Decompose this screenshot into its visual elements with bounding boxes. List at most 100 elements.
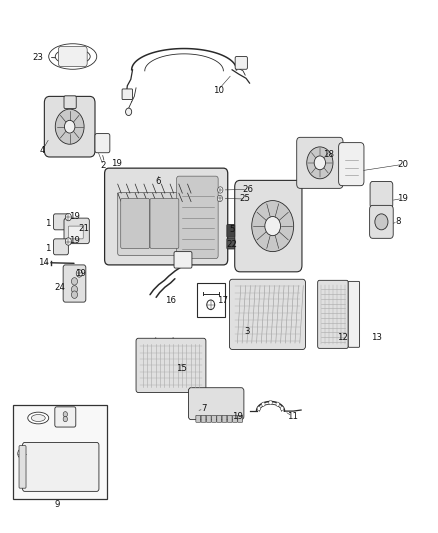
FancyBboxPatch shape — [318, 280, 348, 349]
FancyBboxPatch shape — [136, 338, 206, 392]
FancyBboxPatch shape — [235, 56, 247, 69]
Text: 1: 1 — [45, 245, 51, 254]
FancyBboxPatch shape — [217, 415, 222, 422]
Text: 3: 3 — [245, 327, 250, 336]
Text: 20: 20 — [397, 160, 408, 169]
FancyBboxPatch shape — [348, 281, 360, 348]
Circle shape — [257, 406, 261, 410]
Text: 7: 7 — [201, 405, 206, 414]
FancyBboxPatch shape — [212, 415, 216, 422]
Circle shape — [265, 216, 281, 236]
FancyBboxPatch shape — [22, 442, 99, 491]
FancyBboxPatch shape — [222, 415, 227, 422]
Ellipse shape — [55, 49, 90, 64]
FancyBboxPatch shape — [63, 265, 86, 302]
FancyBboxPatch shape — [150, 198, 179, 248]
Ellipse shape — [28, 412, 49, 424]
Text: 19: 19 — [69, 237, 79, 246]
Circle shape — [261, 402, 265, 406]
Circle shape — [76, 270, 82, 277]
FancyBboxPatch shape — [297, 138, 343, 188]
FancyBboxPatch shape — [339, 143, 364, 185]
FancyBboxPatch shape — [206, 415, 211, 422]
FancyBboxPatch shape — [121, 198, 150, 248]
Text: 11: 11 — [287, 412, 298, 421]
FancyBboxPatch shape — [227, 224, 235, 237]
Text: 4: 4 — [39, 146, 45, 155]
FancyBboxPatch shape — [44, 96, 95, 157]
Text: 17: 17 — [217, 296, 228, 305]
Text: 19: 19 — [232, 412, 243, 421]
FancyBboxPatch shape — [53, 239, 68, 255]
Ellipse shape — [49, 44, 97, 69]
Text: 2: 2 — [101, 161, 106, 170]
FancyBboxPatch shape — [174, 252, 192, 268]
Text: 22: 22 — [226, 240, 237, 249]
FancyBboxPatch shape — [53, 214, 68, 230]
Bar — [13, 405, 107, 499]
Circle shape — [63, 416, 67, 422]
Text: 6: 6 — [155, 177, 161, 186]
Circle shape — [217, 195, 223, 201]
Text: 9: 9 — [55, 500, 60, 509]
Text: 15: 15 — [177, 364, 187, 373]
FancyBboxPatch shape — [64, 96, 76, 109]
FancyBboxPatch shape — [235, 180, 302, 272]
FancyBboxPatch shape — [230, 279, 305, 350]
Circle shape — [63, 411, 67, 417]
Circle shape — [280, 406, 284, 410]
Circle shape — [71, 291, 78, 298]
Circle shape — [375, 214, 388, 230]
Ellipse shape — [31, 415, 45, 422]
Text: 19: 19 — [397, 194, 408, 203]
FancyBboxPatch shape — [227, 415, 232, 422]
FancyBboxPatch shape — [196, 415, 201, 422]
Circle shape — [218, 187, 223, 193]
FancyBboxPatch shape — [58, 46, 87, 67]
Text: 26: 26 — [242, 185, 253, 194]
Text: 23: 23 — [32, 53, 43, 62]
FancyBboxPatch shape — [227, 238, 235, 249]
FancyBboxPatch shape — [370, 181, 393, 208]
Text: 18: 18 — [323, 150, 334, 159]
Text: 19: 19 — [75, 269, 86, 278]
Circle shape — [18, 449, 25, 458]
FancyBboxPatch shape — [188, 387, 244, 419]
Text: 10: 10 — [212, 85, 224, 94]
Text: 13: 13 — [371, 333, 381, 342]
FancyBboxPatch shape — [122, 89, 133, 100]
Circle shape — [71, 286, 78, 293]
Circle shape — [276, 402, 279, 406]
FancyBboxPatch shape — [118, 192, 184, 255]
FancyBboxPatch shape — [64, 218, 89, 244]
Circle shape — [207, 300, 215, 310]
FancyBboxPatch shape — [201, 415, 206, 422]
Circle shape — [71, 278, 78, 285]
FancyBboxPatch shape — [238, 415, 243, 422]
Text: 19: 19 — [69, 212, 79, 221]
FancyBboxPatch shape — [68, 226, 83, 239]
Circle shape — [269, 400, 272, 405]
FancyBboxPatch shape — [105, 168, 228, 265]
Text: 5: 5 — [230, 225, 235, 234]
Text: 24: 24 — [54, 282, 65, 292]
Circle shape — [252, 200, 293, 252]
Circle shape — [65, 238, 71, 245]
Circle shape — [55, 109, 84, 144]
Text: 21: 21 — [78, 224, 89, 233]
FancyBboxPatch shape — [177, 176, 218, 259]
Text: 12: 12 — [337, 333, 348, 342]
Text: 14: 14 — [38, 259, 49, 267]
Text: 8: 8 — [395, 217, 401, 227]
Text: 19: 19 — [111, 159, 122, 168]
FancyBboxPatch shape — [95, 134, 110, 153]
Text: 25: 25 — [240, 195, 251, 204]
Circle shape — [314, 156, 325, 169]
Text: 16: 16 — [166, 296, 177, 305]
Circle shape — [126, 108, 132, 116]
FancyBboxPatch shape — [233, 415, 237, 422]
Circle shape — [65, 213, 71, 221]
Circle shape — [64, 120, 75, 133]
FancyBboxPatch shape — [197, 283, 225, 317]
FancyBboxPatch shape — [55, 407, 76, 427]
